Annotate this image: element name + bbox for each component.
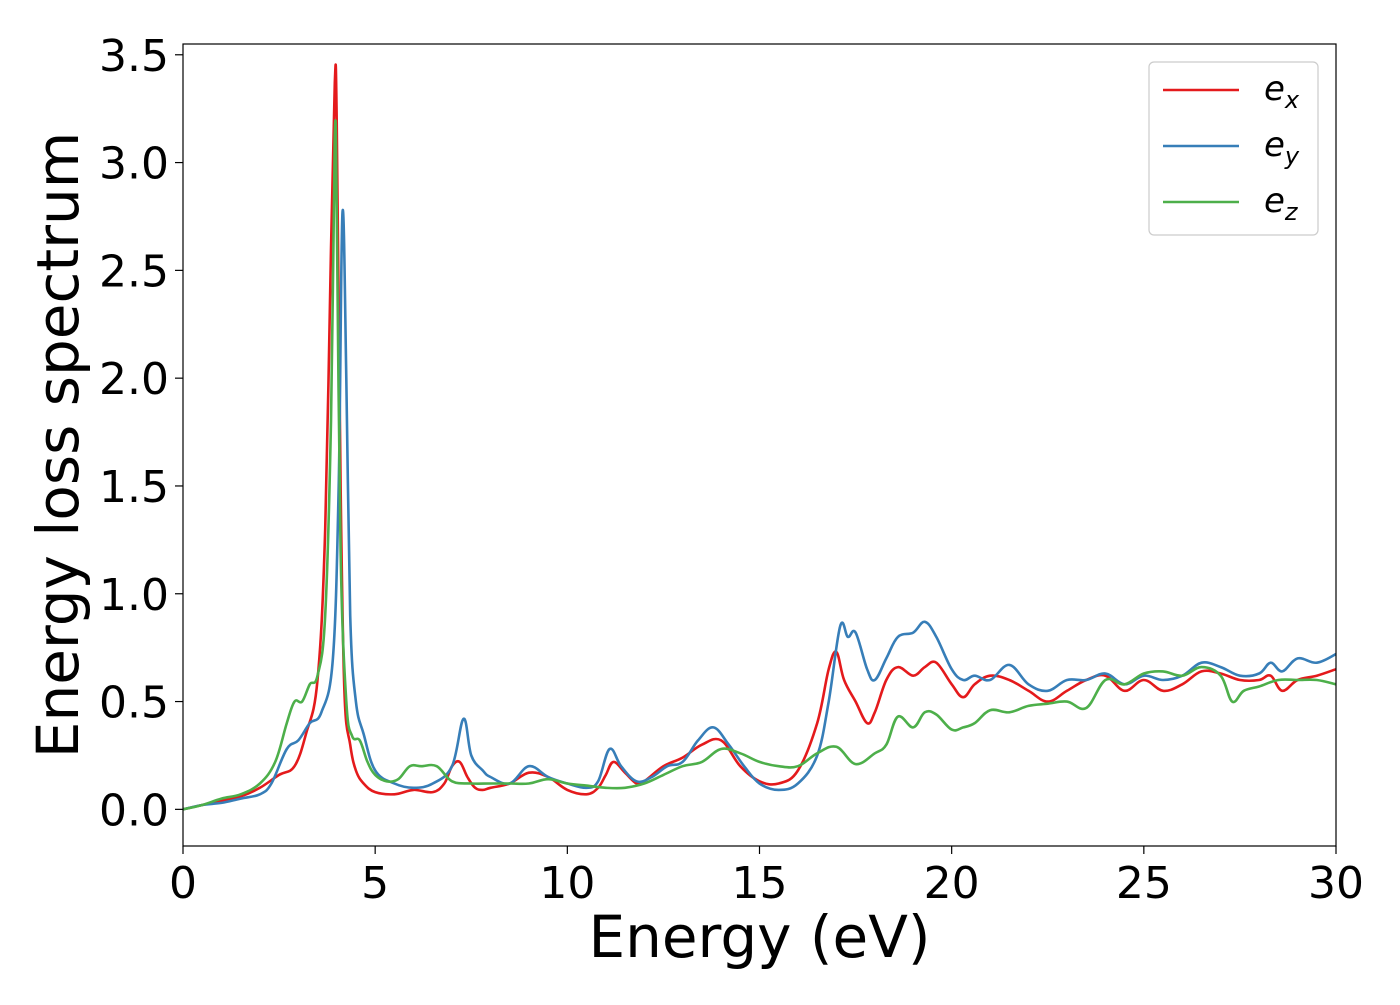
legend-label-ez: ez: [1264, 181, 1299, 226]
y-tick-label: 3.5: [99, 31, 169, 82]
x-tick-label: 0: [169, 858, 197, 909]
series-line-ez: [182, 119, 1337, 811]
x-tick-label: 20: [924, 858, 980, 909]
x-tick-label: 15: [732, 858, 788, 909]
legend-label-ex: ex: [1264, 69, 1300, 114]
x-tick-label: 5: [361, 858, 389, 909]
y-tick-label: 2.0: [99, 354, 169, 405]
plot-area: [183, 44, 1336, 846]
x-axis-label: Energy (eV): [588, 903, 930, 971]
y-tick-label: 1.0: [99, 570, 169, 621]
x-axis-ticks: 0 5 10 15 20 25 30: [169, 846, 1364, 909]
series-layer: [182, 63, 1337, 811]
legend-box: [1148, 61, 1319, 236]
y-tick-label: 0.0: [99, 785, 169, 836]
y-tick-label: 1.5: [99, 462, 169, 513]
x-tick-label: 25: [1116, 858, 1172, 909]
y-tick-label: 2.5: [99, 246, 169, 297]
x-tick-label: 10: [539, 858, 595, 909]
series-line-ey: [182, 208, 1337, 811]
y-axis-ticks: 0.0 0.5 1.0 1.5 2.0 2.5 3.0 3.5: [99, 31, 183, 836]
legend: ex ey ez: [1148, 61, 1319, 236]
y-tick-label: 0.5: [99, 678, 169, 729]
x-tick-label: 30: [1308, 858, 1364, 909]
y-tick-label: 3.0: [99, 139, 169, 190]
y-axis-label: Energy loss spectrum: [24, 132, 92, 758]
legend-label-ey: ey: [1264, 125, 1300, 170]
